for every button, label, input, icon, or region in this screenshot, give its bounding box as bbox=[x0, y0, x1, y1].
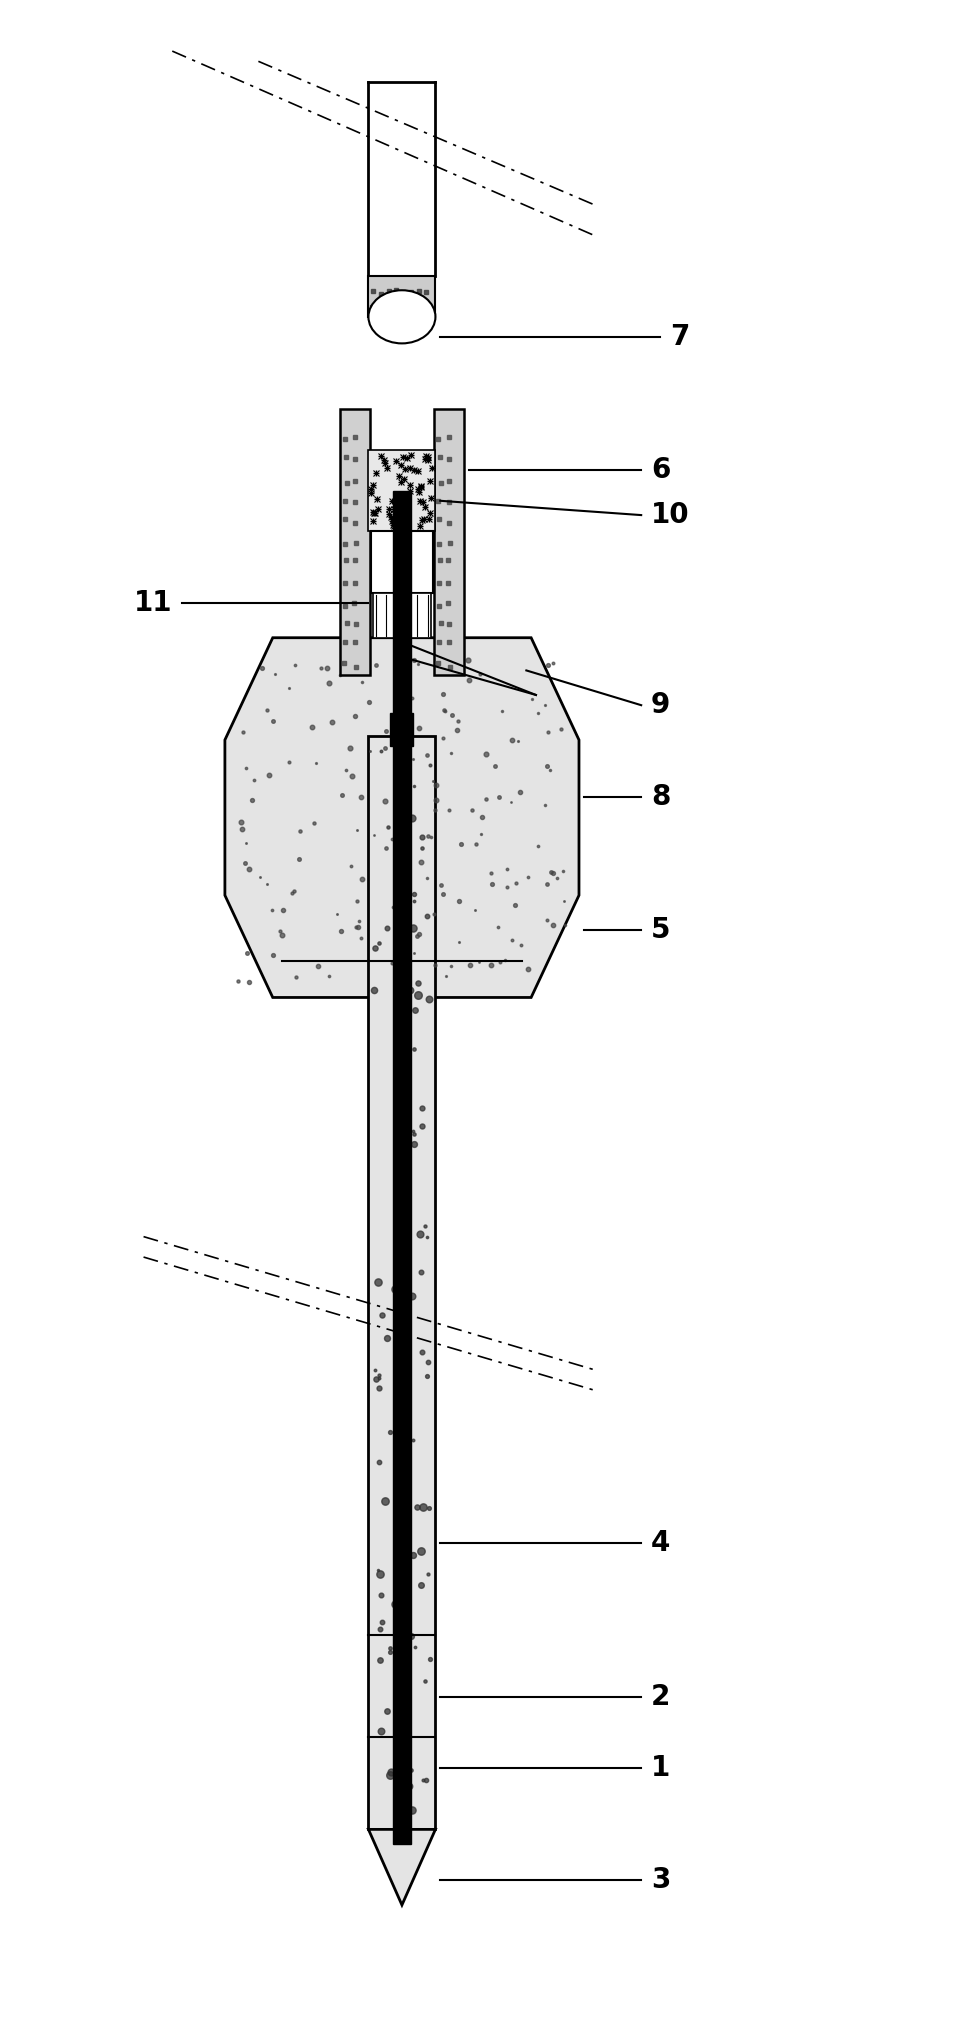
Bar bbox=[390, 713, 413, 746]
Bar bbox=[373, 593, 431, 638]
Text: 5: 5 bbox=[651, 916, 670, 944]
Text: 9: 9 bbox=[651, 691, 670, 719]
Ellipse shape bbox=[368, 290, 435, 343]
Text: 7: 7 bbox=[670, 323, 689, 352]
Bar bbox=[393, 491, 411, 1844]
Bar bbox=[368, 276, 435, 317]
Polygon shape bbox=[225, 638, 579, 997]
Bar bbox=[368, 736, 435, 1829]
Bar bbox=[434, 409, 464, 675]
Text: 4: 4 bbox=[651, 1529, 670, 1558]
Text: 6: 6 bbox=[651, 456, 670, 484]
Bar bbox=[371, 531, 433, 593]
Text: 8: 8 bbox=[651, 783, 670, 811]
Text: 3: 3 bbox=[651, 1866, 670, 1895]
Text: 1: 1 bbox=[651, 1754, 670, 1782]
Polygon shape bbox=[368, 1829, 435, 1905]
Bar bbox=[340, 409, 370, 675]
Text: 2: 2 bbox=[651, 1682, 670, 1711]
Text: 10: 10 bbox=[651, 501, 689, 529]
Text: 11: 11 bbox=[134, 589, 172, 617]
Bar bbox=[368, 450, 435, 531]
